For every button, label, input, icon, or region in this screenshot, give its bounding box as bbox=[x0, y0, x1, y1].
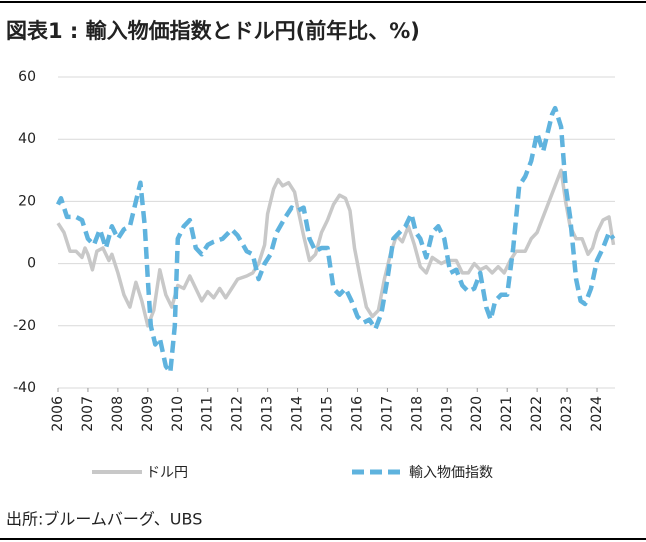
y-tick-label: 0 bbox=[27, 256, 36, 272]
x-tick-label: 2020 bbox=[469, 396, 485, 432]
y-tick-label: 20 bbox=[18, 193, 36, 209]
x-tick-label: 2021 bbox=[499, 396, 515, 432]
x-tick-label: 2008 bbox=[110, 396, 126, 432]
series-line bbox=[56, 168, 616, 328]
series-line bbox=[55, 105, 616, 375]
y-tick-label: -20 bbox=[13, 318, 36, 334]
chart-title: 図表1 : 輸入物価指数とドル円(前年比、%) bbox=[6, 19, 420, 43]
x-tick-label: 2022 bbox=[529, 396, 545, 432]
x-tick-label: 2015 bbox=[320, 396, 336, 432]
x-tick-label: 2007 bbox=[80, 396, 96, 432]
x-tick-label: 2017 bbox=[379, 396, 395, 432]
x-tick-label: 2006 bbox=[50, 396, 66, 432]
x-tick-label: 2010 bbox=[170, 396, 186, 432]
legend-label: ドル円 bbox=[146, 465, 188, 481]
x-tick-label: 2024 bbox=[589, 396, 605, 432]
x-tick-label: 2016 bbox=[349, 396, 365, 432]
x-tick-label: 2014 bbox=[290, 396, 306, 432]
y-tick-label: 40 bbox=[18, 131, 36, 147]
y-tick-label: -40 bbox=[13, 380, 36, 396]
x-tick-label: 2009 bbox=[140, 396, 156, 432]
x-tick-label: 2012 bbox=[230, 396, 246, 432]
x-tick-label: 2019 bbox=[439, 396, 455, 432]
x-tick-label: 2023 bbox=[559, 396, 575, 432]
source: 出所:ブルームバーグ、UBS bbox=[6, 510, 202, 529]
x-tick-label: 2011 bbox=[200, 396, 216, 432]
legend-label: 輸入物価指数 bbox=[409, 465, 493, 481]
x-tick-label: 2018 bbox=[409, 396, 425, 432]
y-tick-label: 60 bbox=[18, 69, 36, 85]
x-tick-label: 2013 bbox=[260, 396, 276, 432]
